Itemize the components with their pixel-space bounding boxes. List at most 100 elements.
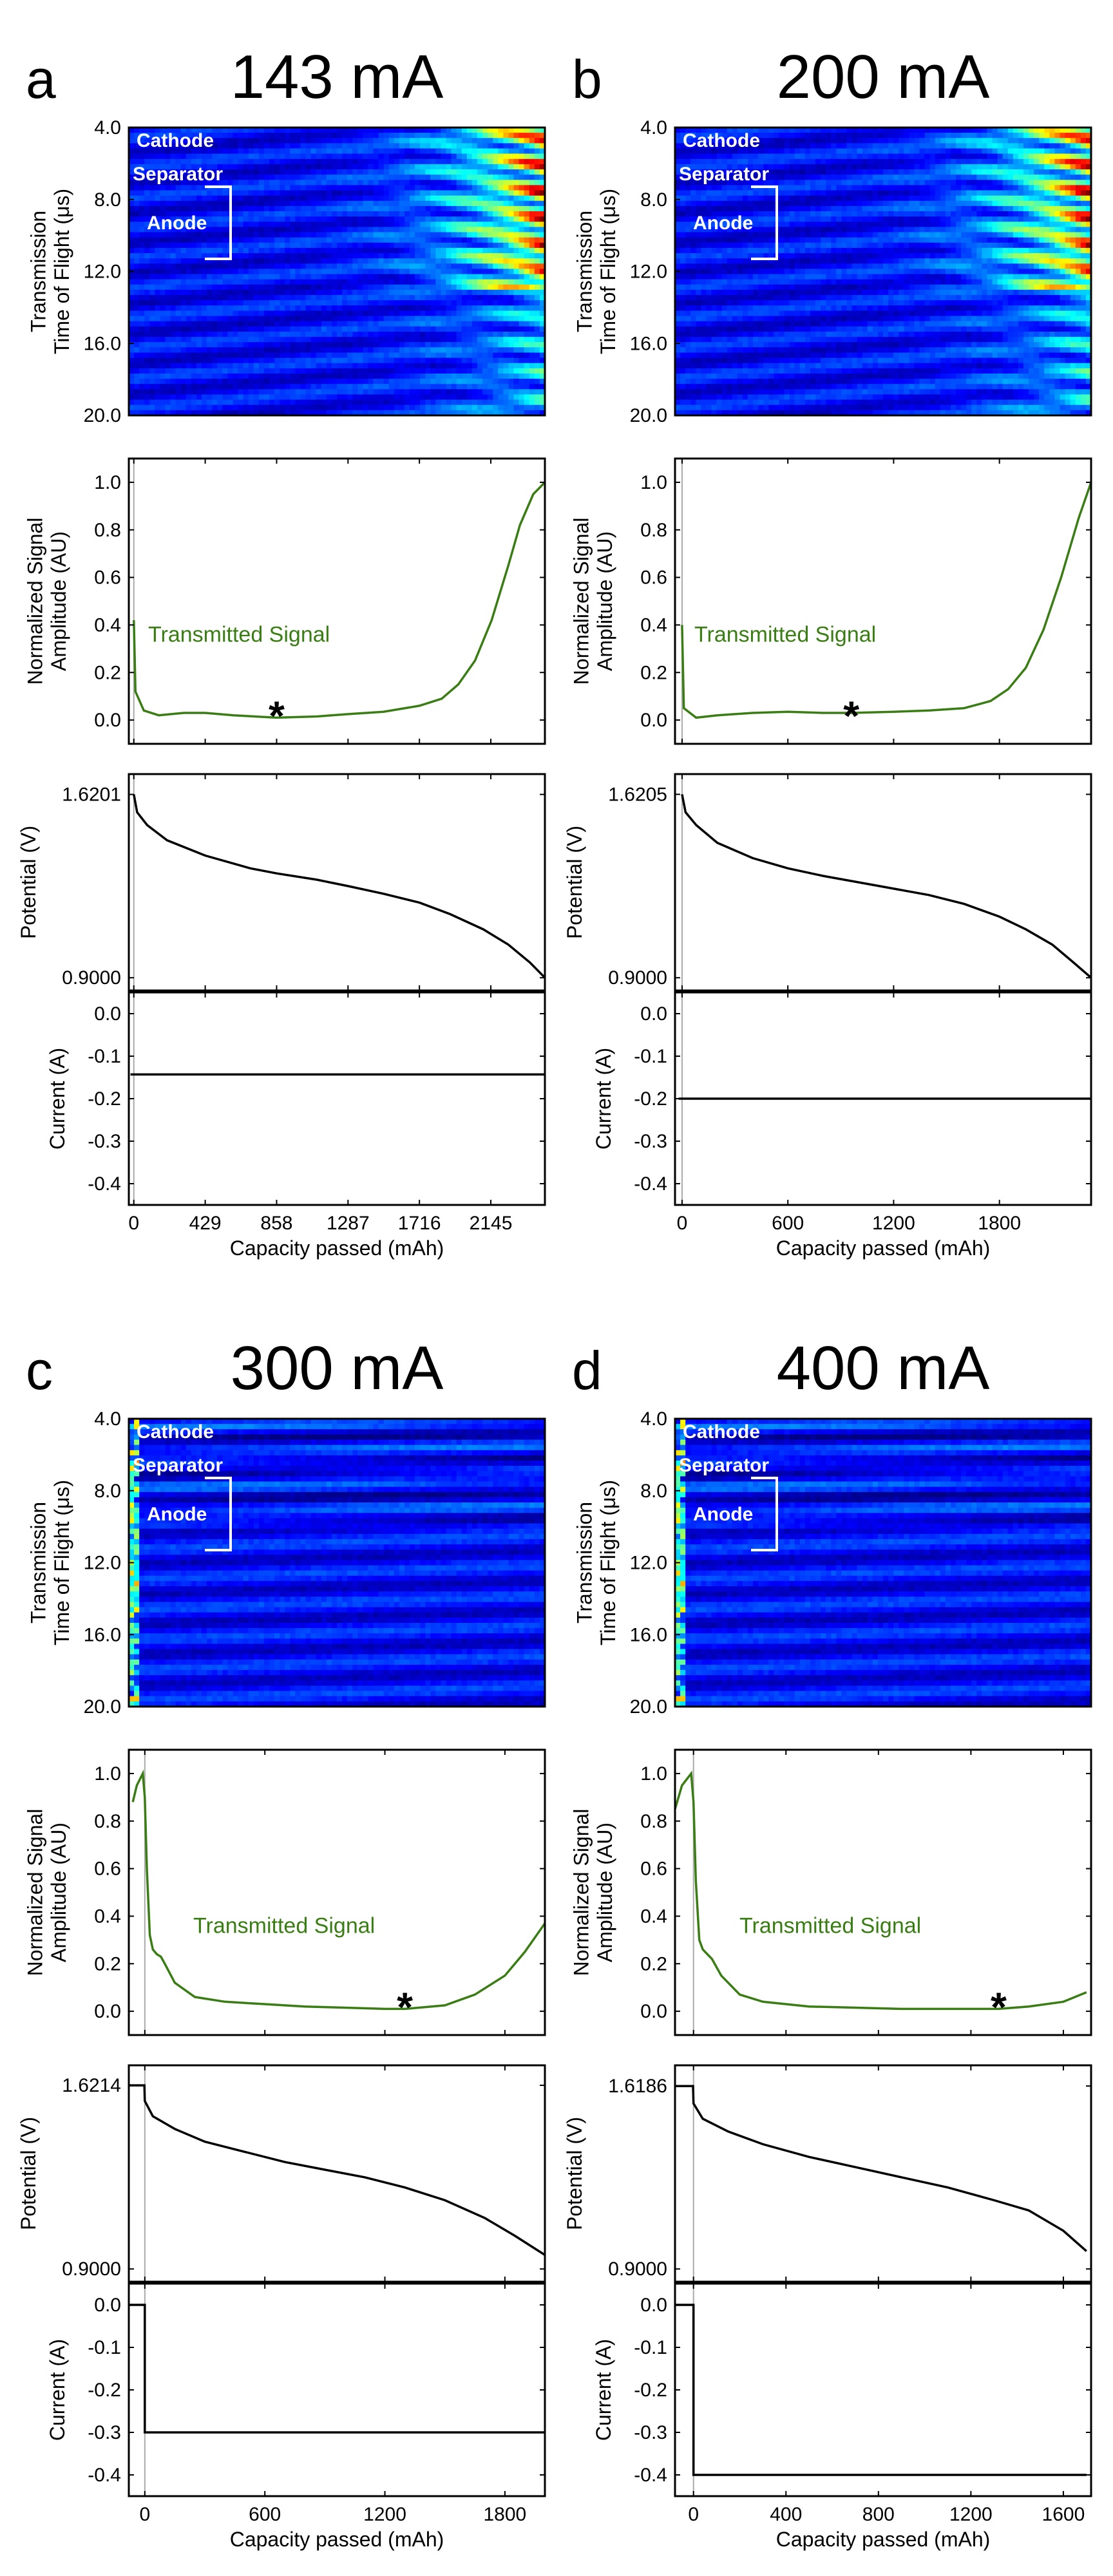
heatmap-cell bbox=[171, 305, 176, 311]
heatmap-cell bbox=[176, 243, 182, 249]
heatmap-cell bbox=[186, 258, 192, 264]
heatmap-cell bbox=[290, 274, 296, 280]
heatmap-cell bbox=[690, 342, 696, 348]
heatmap-cell bbox=[389, 143, 395, 149]
heatmap-cell bbox=[374, 374, 379, 379]
heatmap-cell bbox=[477, 185, 483, 191]
heatmap-cell bbox=[457, 169, 462, 175]
heatmap-cell bbox=[467, 316, 473, 322]
heatmap-cell bbox=[452, 175, 457, 180]
heatmap-cell bbox=[457, 206, 462, 212]
signal-minimum-star: * bbox=[269, 692, 285, 739]
heatmap-cell bbox=[196, 347, 202, 353]
heatmap-cell bbox=[160, 327, 166, 332]
heatmap-cell bbox=[399, 196, 405, 202]
heatmap-cell bbox=[509, 248, 515, 254]
heatmap-cell bbox=[514, 316, 520, 322]
heatmap-cell bbox=[316, 149, 322, 155]
heatmap-cell bbox=[160, 316, 166, 322]
heatmap-cell bbox=[529, 285, 535, 290]
heatmap-cell bbox=[524, 337, 530, 343]
heatmap-cell bbox=[233, 138, 239, 144]
heatmap-cell bbox=[327, 253, 332, 259]
heatmap-cell bbox=[327, 337, 332, 343]
heatmap-cell bbox=[269, 201, 275, 207]
heatmap-cell bbox=[701, 389, 707, 395]
heatmap-cell bbox=[509, 154, 515, 160]
heatmap-cell bbox=[176, 258, 182, 264]
heatmap-cell bbox=[399, 337, 405, 343]
heatmap-cell bbox=[191, 185, 197, 191]
heatmap-cell bbox=[259, 327, 265, 332]
heatmap-cell bbox=[191, 337, 197, 343]
heatmap-cell bbox=[529, 295, 535, 301]
heatmap-cell bbox=[535, 216, 540, 222]
heatmap-cell bbox=[202, 248, 207, 254]
heatmap-cell bbox=[482, 238, 488, 243]
heatmap-cell bbox=[171, 363, 176, 369]
heatmap-cell bbox=[259, 175, 265, 180]
heatmap-cell bbox=[399, 358, 405, 364]
heatmap-cell bbox=[327, 395, 332, 401]
heatmap-cell bbox=[238, 143, 244, 149]
heatmap-cell bbox=[696, 368, 701, 374]
heatmap-cell bbox=[467, 342, 473, 348]
heatmap-cell bbox=[384, 138, 390, 144]
heatmap-cell bbox=[352, 337, 358, 343]
heatmap-cell bbox=[332, 347, 338, 353]
heatmap-cell bbox=[202, 400, 207, 406]
heatmap-cell bbox=[357, 300, 363, 306]
heatmap-cell bbox=[352, 363, 358, 369]
heatmap-cell bbox=[342, 368, 348, 374]
heatmap-cell bbox=[379, 347, 385, 353]
heatmap-cell bbox=[685, 201, 691, 207]
heatmap-cell bbox=[357, 405, 363, 411]
heatmap-cell bbox=[357, 347, 363, 353]
heatmap-cell bbox=[399, 321, 405, 327]
heatmap-cell bbox=[134, 216, 140, 222]
heatmap-cell bbox=[306, 133, 312, 138]
heatmap-cell bbox=[321, 159, 327, 165]
heatmap-cell bbox=[446, 191, 452, 196]
heatmap-cell bbox=[274, 305, 280, 311]
heatmap-cell bbox=[207, 395, 213, 401]
heatmap-cell bbox=[166, 337, 171, 343]
heatmap-cell bbox=[295, 269, 301, 274]
heatmap-cell bbox=[285, 269, 290, 274]
heatmap-cell bbox=[357, 159, 363, 165]
heatmap-cell bbox=[238, 316, 244, 322]
heatmap-cell bbox=[425, 400, 431, 406]
heatmap-cell bbox=[134, 300, 140, 306]
heatmap-cell bbox=[472, 206, 478, 212]
heatmap-cell bbox=[482, 154, 488, 160]
heatmap-cell bbox=[342, 248, 348, 254]
heatmap-cell bbox=[514, 138, 520, 144]
heatmap-cell bbox=[399, 353, 405, 359]
heatmap-cell bbox=[420, 263, 426, 269]
heatmap-cell bbox=[306, 154, 312, 160]
heatmap-cell bbox=[207, 353, 213, 359]
heatmap-cell bbox=[503, 175, 509, 180]
heatmap-cell bbox=[316, 169, 322, 175]
heatmap-cell bbox=[259, 180, 265, 185]
heatmap-cell bbox=[149, 311, 155, 317]
heatmap-cell bbox=[462, 232, 468, 238]
heatmap-cell bbox=[186, 253, 192, 259]
heatmap-cell bbox=[327, 295, 332, 301]
heatmap-cell bbox=[212, 384, 218, 390]
heatmap-cell bbox=[243, 384, 249, 390]
heatmap-cell bbox=[144, 305, 150, 311]
heatmap-cell bbox=[363, 400, 368, 406]
heatmap-cell bbox=[701, 243, 707, 249]
heatmap-cell bbox=[337, 342, 343, 348]
heatmap-cell bbox=[452, 133, 457, 138]
heatmap-cell bbox=[264, 238, 270, 243]
heatmap-cell bbox=[186, 311, 192, 317]
heatmap-cell bbox=[363, 379, 368, 384]
heatmap-cell bbox=[472, 201, 478, 207]
heatmap-cell bbox=[472, 290, 478, 296]
heatmap-cell bbox=[301, 347, 307, 353]
heatmap-cell bbox=[410, 232, 415, 238]
heatmap-cell bbox=[707, 353, 712, 359]
heatmap-cell bbox=[717, 206, 723, 212]
